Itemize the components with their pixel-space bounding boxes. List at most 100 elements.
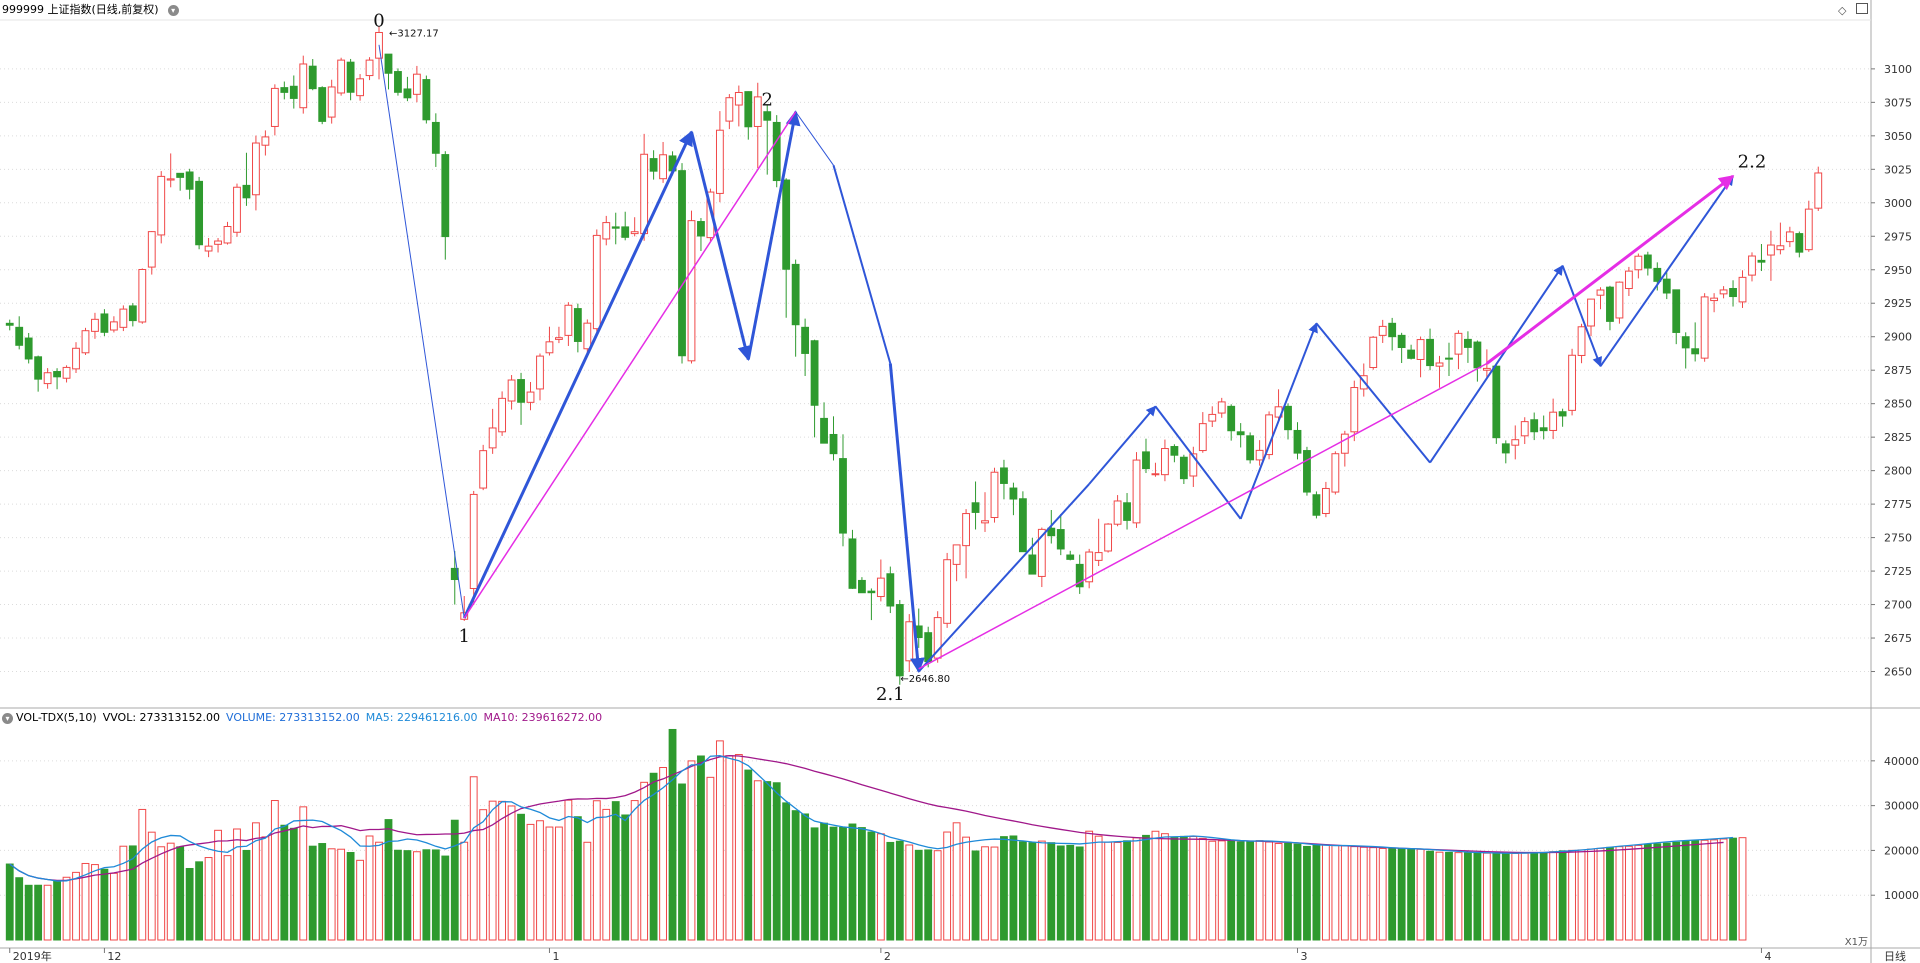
volume-bar-down: [1066, 844, 1075, 941]
volume-bar-up: [270, 800, 279, 941]
candle-body-up: [507, 379, 516, 402]
volume-bar-down: [772, 782, 781, 941]
candle-body-up: [1615, 281, 1624, 319]
volume-bar-up: [1719, 838, 1728, 941]
volume-bar-up: [876, 833, 885, 941]
candle-body-down: [100, 313, 109, 333]
candle-body-up: [1577, 326, 1586, 356]
instrument-title[interactable]: 999999 上证指数(日线,前复权): [2, 3, 159, 16]
candle-body-up: [1189, 453, 1198, 477]
candle-body-up: [753, 96, 762, 127]
candle-body-down: [744, 91, 753, 128]
volume-bar-down: [895, 840, 904, 941]
candle-body-down: [573, 308, 582, 342]
volume-bar-up: [536, 820, 544, 941]
candle-body-up: [1255, 449, 1264, 461]
volume-bar-down: [763, 781, 772, 941]
volume-bar-down: [697, 755, 705, 941]
volume-bar-up: [1378, 847, 1387, 941]
volume-bar-down: [621, 814, 630, 941]
candle-body-down: [1662, 278, 1671, 294]
candle-body-down: [1284, 405, 1292, 431]
candle-body-down: [176, 172, 185, 178]
price-tick-label: 2675: [1884, 632, 1912, 645]
candle-body-up: [81, 330, 90, 354]
volume-bar-down: [289, 827, 298, 941]
window-icon[interactable]: [1856, 3, 1868, 14]
candle-body-up: [555, 337, 563, 340]
volume-bar-down: [1492, 853, 1501, 941]
volume-bar-up: [1615, 846, 1624, 941]
candle-body-down: [384, 53, 393, 74]
volume-bar-up: [469, 776, 478, 941]
volume-bar-down: [34, 884, 43, 941]
volume-bar-down: [128, 845, 137, 941]
candle-body-up: [1624, 270, 1633, 290]
candle-body-up: [43, 372, 52, 385]
volume-bar-up: [1161, 833, 1169, 941]
wave-line: [1561, 265, 1602, 368]
volume-bar-down: [100, 868, 109, 941]
candle-body-down: [280, 87, 289, 93]
candle-body-down: [1729, 288, 1737, 298]
volume-bar-up: [1094, 835, 1103, 941]
volume-bar-down: [649, 772, 658, 941]
candle-body-up: [204, 245, 213, 252]
volume-bar-down: [1303, 845, 1311, 941]
volume-bar-down: [346, 852, 355, 941]
volume-bar-up: [138, 808, 147, 941]
candle-body-down: [1123, 502, 1131, 521]
wave-line: [888, 363, 925, 674]
candle-body-up: [1568, 354, 1576, 411]
date-tick-label: 2019年: [13, 949, 52, 963]
volume-bar-down: [1426, 850, 1434, 941]
price-tick-label: 2800: [1884, 465, 1912, 478]
chevron-down-icon[interactable]: ▾: [2, 712, 13, 724]
price-tick-label: 2950: [1884, 264, 1912, 277]
volume-bar-up: [630, 800, 639, 941]
candle-body-down: [848, 538, 857, 589]
candle-body-down: [839, 458, 847, 534]
candle-body-down: [1795, 233, 1804, 253]
volume-bar-down: [384, 819, 393, 941]
candle-body-up: [715, 129, 724, 194]
candle-body-down: [1397, 334, 1406, 349]
volume-bar-down: [1643, 843, 1652, 941]
volume-bar-up: [734, 754, 743, 941]
extreme-price-label: ←2646.80: [900, 674, 950, 685]
volume-bar-down: [782, 802, 791, 941]
candle-body-down: [242, 184, 251, 199]
volume-bar-down: [820, 822, 828, 941]
volume-bar-down: [867, 831, 876, 941]
candle-body-up: [1719, 289, 1728, 295]
volume-bar-down: [1464, 852, 1472, 941]
volume-bar-up: [460, 841, 469, 941]
volume-bar-up: [1189, 836, 1198, 941]
volume-tick-label: 10000: [1884, 889, 1919, 902]
candle-body-up: [1104, 523, 1113, 552]
candle-body-down: [1606, 286, 1614, 322]
candle-body-down: [1075, 563, 1084, 588]
price-tick-label: 3075: [1884, 96, 1912, 109]
candle-body-up: [1748, 255, 1756, 276]
volume-bar-up: [1265, 841, 1273, 941]
candle-body-up: [943, 559, 952, 624]
candle-body-down: [346, 61, 355, 93]
candle-body-up: [1700, 296, 1709, 359]
candle-body-up: [1321, 487, 1330, 514]
chevron-down-icon[interactable]: ▾: [167, 4, 179, 16]
candle-body-up: [214, 240, 222, 245]
candle-body-down: [1681, 336, 1690, 349]
candle-body-down: [1000, 467, 1008, 484]
vol-indicator-label[interactable]: VOL-TDX(5,10): [16, 711, 97, 724]
volume-bar-up: [1700, 839, 1709, 941]
candle-body-down: [185, 171, 194, 190]
price-tick-label: 2975: [1884, 230, 1912, 243]
volume-bar-up: [687, 760, 696, 941]
candle-body-down: [1473, 341, 1482, 369]
volume-bar-down: [53, 880, 61, 941]
diamond-icon[interactable]: ◇: [1838, 4, 1847, 17]
volume-bar-down: [924, 849, 933, 941]
candle-body-up: [1094, 552, 1103, 561]
